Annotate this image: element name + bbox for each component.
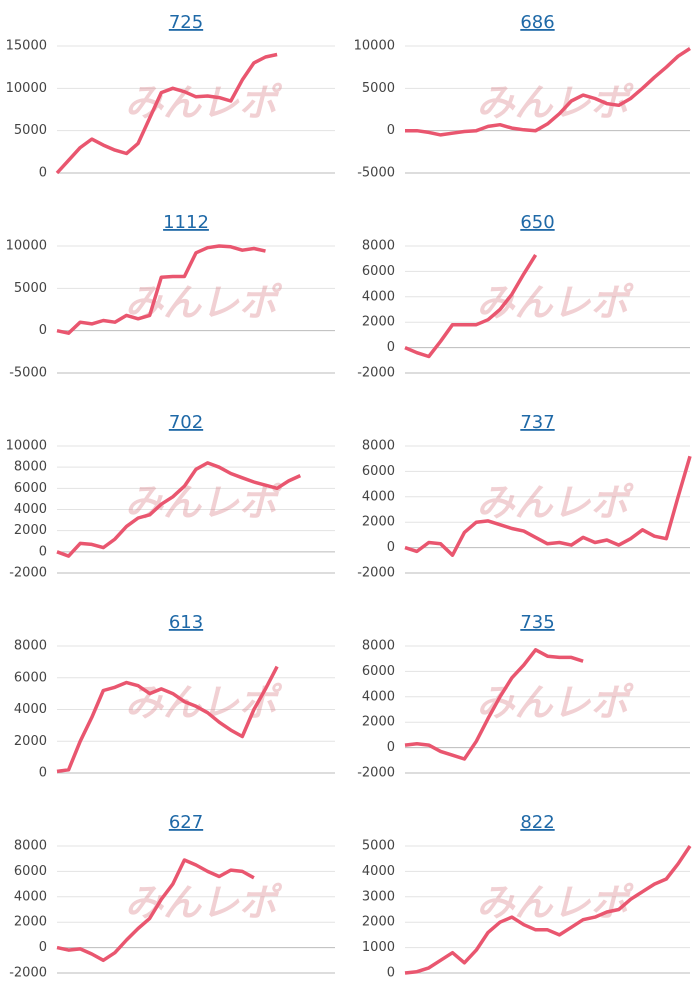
y-tick-label: 0 bbox=[387, 540, 395, 555]
y-tick-label: 0 bbox=[39, 766, 47, 781]
y-tick-label: 2000 bbox=[14, 523, 47, 538]
chart-title[interactable]: 822 bbox=[520, 812, 554, 833]
data-line bbox=[404, 845, 692, 975]
y-tick-label: 8000 bbox=[362, 639, 395, 654]
chart-title[interactable]: 725 bbox=[169, 12, 203, 33]
chart-title[interactable]: 737 bbox=[520, 412, 554, 433]
y-tick-label: 5000 bbox=[14, 281, 47, 296]
watermark: みんレポ bbox=[125, 481, 283, 525]
y-tick-label: 8000 bbox=[362, 239, 395, 254]
y-tick-label: 2000 bbox=[14, 734, 47, 749]
y-tick-label: 10000 bbox=[6, 81, 47, 96]
y-tick-label: 0 bbox=[39, 166, 47, 181]
y-tick-label: 8000 bbox=[14, 639, 47, 654]
watermark: みんレポ bbox=[125, 281, 283, 325]
chart-title[interactable]: 627 bbox=[169, 812, 203, 833]
y-tick-label: 4000 bbox=[14, 702, 47, 717]
y-tick-label: 8000 bbox=[14, 839, 47, 854]
y-tick-label: 3000 bbox=[362, 889, 395, 904]
y-tick-label: 1000 bbox=[362, 940, 395, 955]
y-tick-label: -5000 bbox=[357, 166, 395, 181]
watermark: みんレポ bbox=[476, 481, 634, 525]
chart-title[interactable]: 735 bbox=[520, 612, 554, 633]
data-line bbox=[56, 665, 279, 774]
y-tick-label: 0 bbox=[39, 544, 47, 559]
y-tick-label: -2000 bbox=[357, 366, 395, 381]
y-tick-label: 8000 bbox=[14, 460, 47, 475]
y-tick-label: 4000 bbox=[14, 889, 47, 904]
y-tick-label: 0 bbox=[387, 340, 395, 355]
data-line bbox=[55, 52, 278, 175]
y-tick-label: 5000 bbox=[362, 839, 395, 854]
y-tick-label: 6000 bbox=[14, 481, 47, 496]
y-tick-label: 6000 bbox=[362, 464, 395, 479]
data-line bbox=[404, 648, 584, 761]
watermark: みんレポ bbox=[476, 681, 634, 725]
chart-title[interactable]: 686 bbox=[520, 12, 554, 33]
watermark: みんレポ bbox=[476, 881, 634, 925]
y-tick-label: -2000 bbox=[9, 966, 47, 981]
y-tick-label: 4000 bbox=[362, 289, 395, 304]
y-tick-label: 4000 bbox=[362, 864, 395, 879]
y-tick-label: 4000 bbox=[362, 489, 395, 504]
y-tick-label: -2000 bbox=[357, 566, 395, 581]
y-tick-label: 0 bbox=[39, 323, 47, 338]
chart-title[interactable]: 1112 bbox=[163, 212, 209, 233]
data-line bbox=[56, 244, 266, 335]
data-line bbox=[56, 461, 302, 558]
y-tick-label: 10000 bbox=[6, 439, 47, 454]
y-tick-label: 10000 bbox=[354, 39, 395, 54]
data-line bbox=[405, 47, 691, 137]
y-tick-label: 0 bbox=[387, 740, 395, 755]
data-line bbox=[56, 858, 255, 963]
y-tick-label: 0 bbox=[387, 123, 395, 138]
y-tick-label: 6000 bbox=[14, 670, 47, 685]
chart-title[interactable]: 702 bbox=[169, 412, 203, 433]
watermark: みんレポ bbox=[476, 281, 634, 325]
y-tick-label: 4000 bbox=[362, 689, 395, 704]
data-line bbox=[404, 253, 538, 359]
y-tick-label: 6000 bbox=[14, 864, 47, 879]
y-tick-label: 2000 bbox=[362, 715, 395, 730]
y-tick-label: 2000 bbox=[362, 915, 395, 930]
y-tick-label: 10000 bbox=[6, 239, 47, 254]
data-line bbox=[404, 455, 692, 557]
y-tick-label: -5000 bbox=[9, 366, 47, 381]
y-tick-label: 8000 bbox=[362, 439, 395, 454]
y-tick-label: 0 bbox=[39, 940, 47, 955]
y-tick-label: 2000 bbox=[362, 515, 395, 530]
chart-title[interactable]: 650 bbox=[520, 212, 554, 233]
y-tick-label: 2000 bbox=[14, 915, 47, 930]
y-tick-label: -2000 bbox=[9, 566, 47, 581]
y-tick-label: 2000 bbox=[362, 315, 395, 330]
y-tick-label: 15000 bbox=[6, 39, 47, 54]
y-tick-label: 5000 bbox=[14, 123, 47, 138]
y-tick-label: 5000 bbox=[362, 81, 395, 96]
chart-title[interactable]: 613 bbox=[169, 612, 203, 633]
y-tick-label: 4000 bbox=[14, 502, 47, 517]
y-tick-label: -2000 bbox=[357, 766, 395, 781]
y-tick-label: 6000 bbox=[362, 664, 395, 679]
y-tick-label: 0 bbox=[387, 966, 395, 981]
y-tick-label: 6000 bbox=[362, 264, 395, 279]
